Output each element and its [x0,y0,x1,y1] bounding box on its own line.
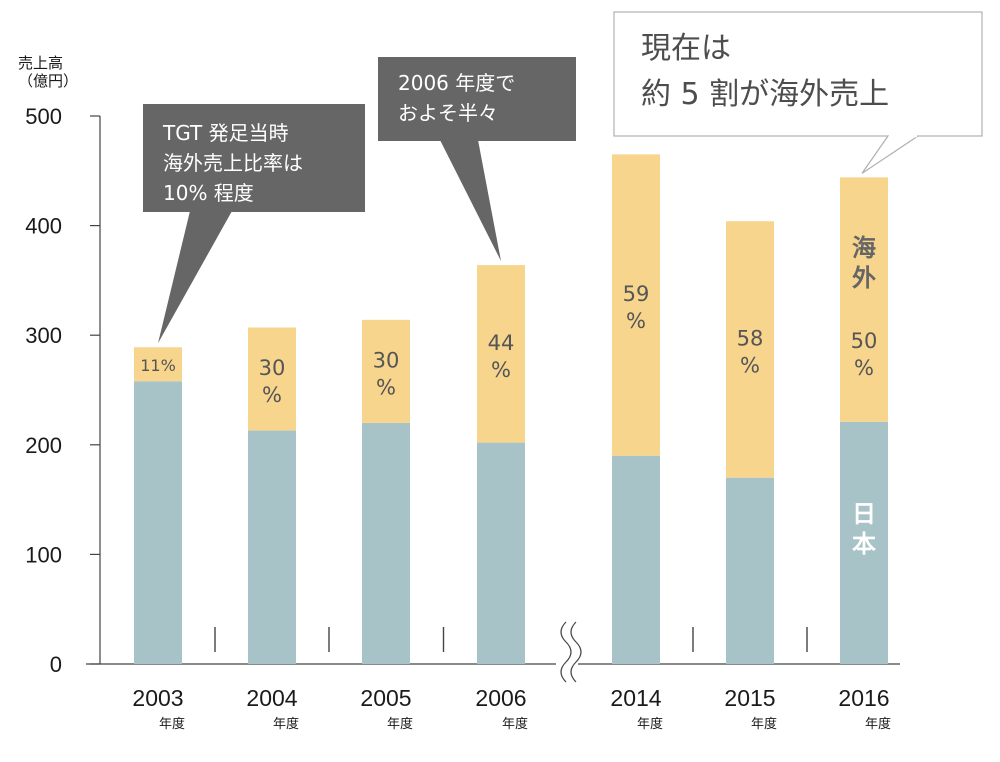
x-tick-suffix: 年度 [865,716,891,732]
domestic-side-label: 日本 [852,500,876,558]
overseas-share-label: 30% [373,348,400,399]
axis-break-mark [560,621,572,683]
overseas-side-label: 海外 [852,234,876,292]
axis-break-mark [570,621,582,683]
callout-pointer [440,140,501,262]
callout-pointer [158,211,232,344]
bar-overseas [726,221,774,478]
bar-domestic [726,477,774,664]
y-tick-label: 200 [25,433,62,458]
x-tick-label: 2003 [132,685,183,711]
bar-domestic [840,421,888,664]
bar-domestic [362,422,410,664]
bar-overseas [134,347,182,382]
x-tick-suffix: 年度 [637,716,663,732]
x-tick-label: 2015 [724,685,775,711]
x-tick-suffix: 年度 [502,716,528,732]
bar-domestic [612,455,660,664]
callout-text: 2006 年度でおよそ半々 [398,71,515,125]
overseas-share-label: 44% [488,331,515,382]
x-tick-suffix: 年度 [159,716,185,732]
x-tick-suffix: 年度 [273,716,299,732]
bar-overseas [840,177,888,422]
callout-box [143,104,365,212]
y-tick-label: 500 [25,104,62,129]
y-tick-label: 100 [25,542,62,567]
callout-pointer [861,135,919,174]
bar-domestic [248,430,296,664]
overseas-share-label: 58% [737,326,764,377]
x-tick-label: 2006 [475,685,526,711]
y-tick-label: 0 [50,652,62,677]
bar-overseas [477,265,525,443]
y-tick-label: 300 [25,323,62,348]
bar-domestic [477,442,525,664]
bar-domestic [134,381,182,664]
bar-overseas [612,154,660,456]
x-tick-label: 2016 [838,685,889,711]
callouts: TGT 発足当時海外売上比率は 10% 程度 2006 年度でおよそ半々 現在は約 5… [143,11,983,344]
x-tick-label: 2004 [246,685,297,711]
y-unit-line: （億円） [18,72,78,90]
x-axis: 2003 年度 2004 年度 2005 年度 2006 年度 2014 年度 2015 年度 2016… [86,621,900,732]
y-axis-unit-label: 売上高（億円） [18,54,78,90]
overseas-share-label: 59% [623,282,650,333]
y-tick-label: 400 [25,214,62,239]
x-tick-suffix: 年度 [751,716,777,732]
x-tick-label: 2014 [610,685,661,711]
x-tick-label: 2005 [360,685,411,711]
callout-box [613,11,983,137]
bar-overseas [362,319,410,423]
bar-overseas [248,327,296,431]
overseas-share-label: 50% [851,329,878,380]
y-unit-line: 売上高 [18,54,63,72]
y-axis: 0 100 200 300 400 500 [25,104,101,677]
overseas-share-label: 30% [259,356,286,407]
bars [134,154,888,664]
x-tick-suffix: 年度 [387,716,413,732]
callout-text: TGT 発足当時海外売上比率は 10% 程度 [162,121,303,205]
overseas-share-label: 11% [140,356,176,375]
callout-box [378,57,576,141]
callout-text: 現在は約 5 割が海外売上 [641,31,889,112]
